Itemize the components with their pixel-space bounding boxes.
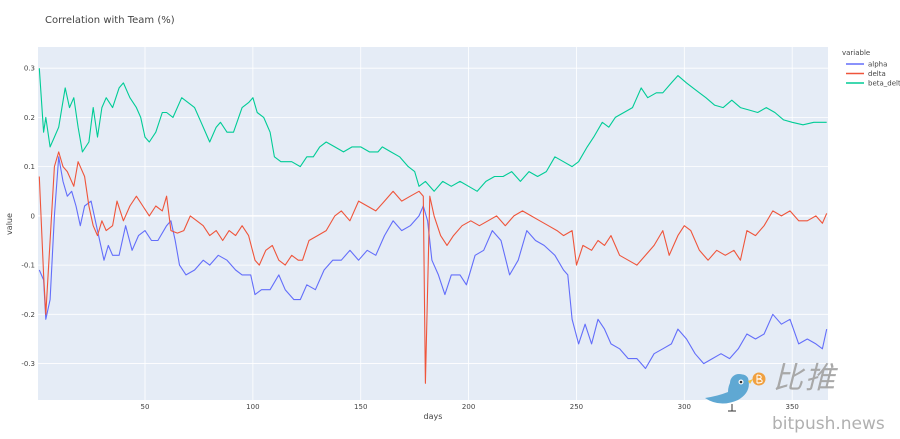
- x-tick-label: 350: [786, 403, 799, 411]
- x-axis-ticks: 50 100 150 200 250 300 350: [141, 403, 799, 411]
- bitpush-bird-logo: [705, 372, 766, 412]
- y-tick-label: -0.3: [21, 360, 35, 368]
- watermark-cn: 比推: [773, 361, 837, 396]
- x-tick-label: 50: [141, 403, 150, 411]
- legend-title: variable: [842, 49, 870, 57]
- series-line-delta: [38, 151, 828, 384]
- x-tick-label: 100: [246, 403, 259, 411]
- chart-title: Correlation with Team (%): [45, 15, 175, 26]
- series-line-alpha: [38, 156, 828, 370]
- y-axis-ticks: 0.3 0.2 0.1 0 -0.1 -0.2 -0.3: [21, 65, 35, 368]
- y-tick-label: 0.1: [24, 163, 35, 171]
- plot-area[interactable]: [38, 47, 828, 400]
- legend-item-delta: delta: [868, 70, 886, 78]
- x-tick-label: 250: [570, 403, 583, 411]
- x-tick-label: 300: [678, 403, 691, 411]
- y-tick-label: 0: [31, 212, 35, 220]
- series-lines: [38, 68, 828, 384]
- series-line-beta_delta: [38, 68, 827, 192]
- y-tick-label: 0.2: [24, 114, 35, 122]
- legend-item-alpha: alpha: [868, 61, 887, 69]
- y-tick-label: -0.1: [21, 262, 35, 270]
- watermark-en: bitpush.news: [772, 414, 885, 434]
- x-tick-label: 200: [462, 403, 475, 411]
- y-tick-label: -0.2: [21, 311, 35, 319]
- legend-item-beta_delta: beta_delta: [868, 80, 900, 88]
- grid: [38, 47, 828, 400]
- x-axis-label: days: [424, 412, 443, 421]
- y-tick-label: 0.3: [24, 65, 35, 73]
- y-axis-label: value: [5, 213, 14, 235]
- x-tick-label: 150: [354, 403, 367, 411]
